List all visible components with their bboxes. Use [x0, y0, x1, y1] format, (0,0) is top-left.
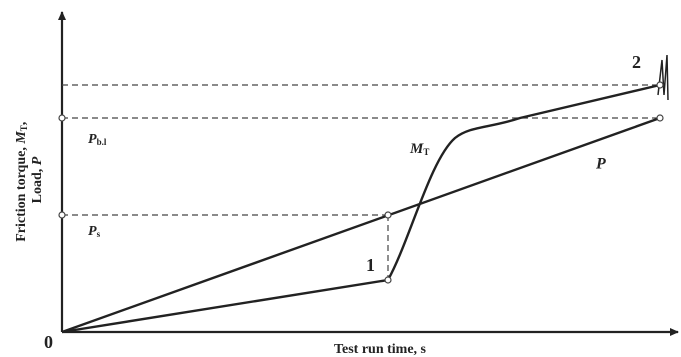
point [58, 211, 66, 219]
point-1-label: 1 [366, 255, 375, 275]
load-line [61, 116, 661, 334]
mt-label: MT [409, 141, 429, 157]
pbl-label: Pb.l [88, 132, 107, 147]
seizure-spike [657, 54, 669, 101]
torque-curve [61, 83, 661, 334]
point [384, 211, 392, 219]
guide-lines [62, 84, 660, 280]
x-axis-label: Test run time, s [334, 342, 427, 357]
point-2-label: 2 [632, 52, 641, 72]
point [656, 114, 664, 122]
point [58, 114, 66, 122]
point [384, 276, 392, 284]
p-label: P [595, 156, 606, 173]
point [656, 81, 664, 89]
y-axis-label: Friction torque, MT, Load, P [14, 118, 45, 242]
ps-label: Ps [88, 224, 101, 239]
origin-label: 0 [44, 332, 53, 352]
